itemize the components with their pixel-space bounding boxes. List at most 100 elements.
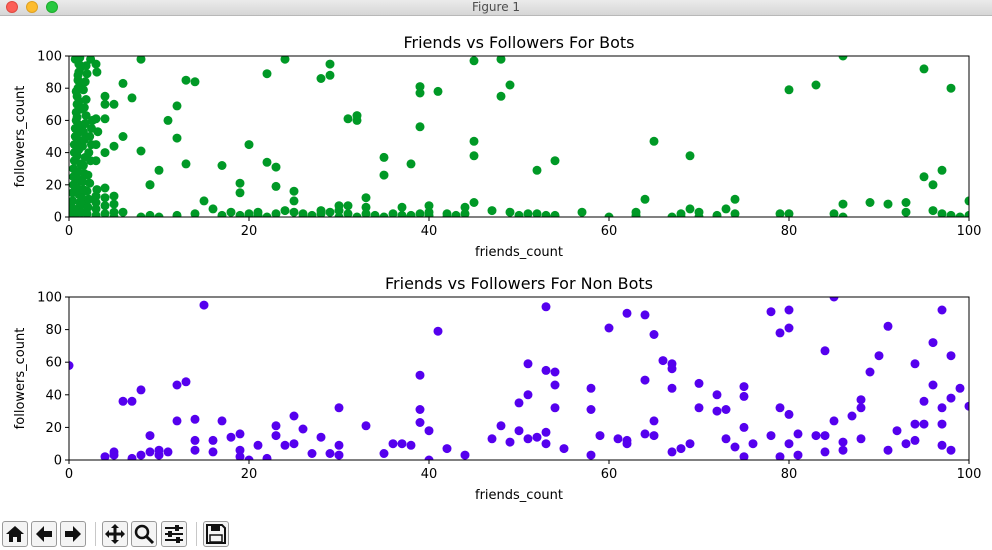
scatter-point bbox=[415, 82, 425, 92]
scatter-point bbox=[658, 356, 668, 366]
x-tick-label: 100 bbox=[957, 467, 982, 482]
scatter-point bbox=[325, 59, 335, 69]
scatter-point bbox=[244, 455, 254, 460]
window-minimize-button[interactable] bbox=[26, 1, 38, 13]
scatter-point bbox=[523, 390, 533, 400]
x-tick-label: 40 bbox=[421, 467, 438, 482]
scatter-point bbox=[541, 365, 551, 375]
scatter-point bbox=[253, 440, 263, 450]
scatter-point bbox=[748, 439, 758, 449]
scatter-point bbox=[91, 204, 101, 214]
scatter-point bbox=[334, 450, 344, 460]
scatter-point bbox=[811, 80, 821, 90]
window-titlebar: Figure 1 bbox=[0, 0, 992, 16]
scatter-point bbox=[81, 61, 91, 71]
scatter-point bbox=[640, 429, 650, 439]
scatter-point bbox=[550, 403, 560, 413]
y-tick-label: 40 bbox=[45, 146, 62, 161]
scatter-point bbox=[343, 201, 353, 211]
scatter-point bbox=[910, 435, 920, 445]
scatter-point bbox=[820, 346, 830, 356]
scatter-point bbox=[289, 207, 299, 217]
pan-button[interactable] bbox=[102, 521, 128, 547]
save-button[interactable] bbox=[203, 521, 229, 547]
scatter-point bbox=[415, 405, 425, 414]
configure-subplots-button[interactable] bbox=[161, 521, 187, 547]
scatter-point bbox=[955, 383, 965, 393]
x-tick-label: 20 bbox=[241, 467, 258, 482]
scatter-point bbox=[937, 209, 947, 217]
scatter-point bbox=[946, 210, 956, 217]
toolbar-separator bbox=[95, 522, 96, 546]
magnifier-icon bbox=[134, 524, 155, 545]
scatter-point bbox=[901, 439, 911, 449]
scatter-point bbox=[838, 212, 848, 217]
scatter-point bbox=[685, 204, 695, 214]
scatter-point bbox=[937, 305, 947, 315]
scatter-point bbox=[81, 111, 91, 121]
window-maximize-button[interactable] bbox=[46, 1, 58, 13]
scatter-point bbox=[694, 212, 704, 217]
scatter-point bbox=[172, 101, 182, 111]
scatter-point bbox=[84, 194, 94, 204]
scatter-point bbox=[694, 403, 704, 413]
scatter-points bbox=[69, 297, 969, 460]
scatter-point bbox=[172, 133, 182, 143]
scatter-point bbox=[586, 450, 596, 460]
scatter-point bbox=[406, 440, 416, 450]
y-tick-label: 100 bbox=[37, 291, 62, 306]
arrow-left-icon bbox=[36, 526, 52, 542]
scatter-point bbox=[820, 447, 830, 457]
scatter-point bbox=[496, 56, 506, 64]
scatter-point bbox=[523, 359, 533, 369]
figure-canvas: 0 20 40 60 80 100 0 20 40 60 80 100 Friends vs Follo… bbox=[13, 33, 981, 503]
scatter-point bbox=[262, 157, 272, 167]
scatter-point bbox=[415, 418, 425, 427]
zoom-button[interactable] bbox=[131, 521, 157, 547]
toolbar-separator bbox=[196, 522, 197, 546]
back-button[interactable] bbox=[31, 521, 57, 547]
scatter-point bbox=[190, 435, 200, 445]
scatter-point bbox=[739, 452, 749, 460]
scatter-point bbox=[91, 140, 101, 150]
scatter-point bbox=[361, 202, 371, 212]
scatter-point bbox=[910, 419, 920, 429]
scatter-point bbox=[262, 69, 272, 79]
scatter-point bbox=[469, 56, 479, 66]
scatter-point bbox=[100, 201, 110, 211]
window-close-button[interactable] bbox=[6, 1, 18, 13]
scatter-point bbox=[784, 409, 794, 419]
scatter-point bbox=[532, 165, 542, 175]
scatter-point bbox=[622, 308, 632, 318]
scatter-point bbox=[118, 207, 128, 217]
scatter-point bbox=[505, 207, 515, 217]
scatter-point bbox=[829, 297, 839, 302]
home-button[interactable] bbox=[2, 521, 28, 547]
scatter-point bbox=[586, 405, 596, 414]
scatter-point bbox=[838, 199, 848, 209]
scatter-point bbox=[919, 64, 929, 74]
scatter-point bbox=[667, 212, 677, 217]
scatter-point bbox=[937, 165, 947, 175]
scatter-point bbox=[73, 70, 83, 80]
y-axis-label: followers_count bbox=[13, 86, 28, 188]
scatter-point bbox=[550, 380, 560, 390]
scatter-point bbox=[550, 210, 560, 217]
forward-button[interactable] bbox=[60, 521, 86, 547]
y-tick-label: 20 bbox=[45, 178, 62, 193]
scatter-point bbox=[84, 148, 94, 158]
scatter-point bbox=[577, 207, 587, 217]
scatter-point bbox=[388, 209, 398, 217]
scatter-point bbox=[541, 439, 551, 449]
scatter-point bbox=[874, 351, 884, 361]
scatter-point bbox=[784, 209, 794, 217]
chart-title: Friends vs Followers For Bots bbox=[403, 33, 634, 52]
scatter-point bbox=[865, 367, 875, 377]
scatter-point bbox=[388, 439, 398, 449]
scatter-point bbox=[685, 439, 695, 449]
scatter-point bbox=[496, 91, 506, 101]
scatter-point bbox=[100, 91, 110, 101]
scatter-point bbox=[451, 210, 461, 217]
subplot-2: 0 20 40 60 80 100 0 20 40 60 80 100 Friends vs Follo… bbox=[13, 274, 981, 503]
scatter-point bbox=[74, 96, 84, 106]
